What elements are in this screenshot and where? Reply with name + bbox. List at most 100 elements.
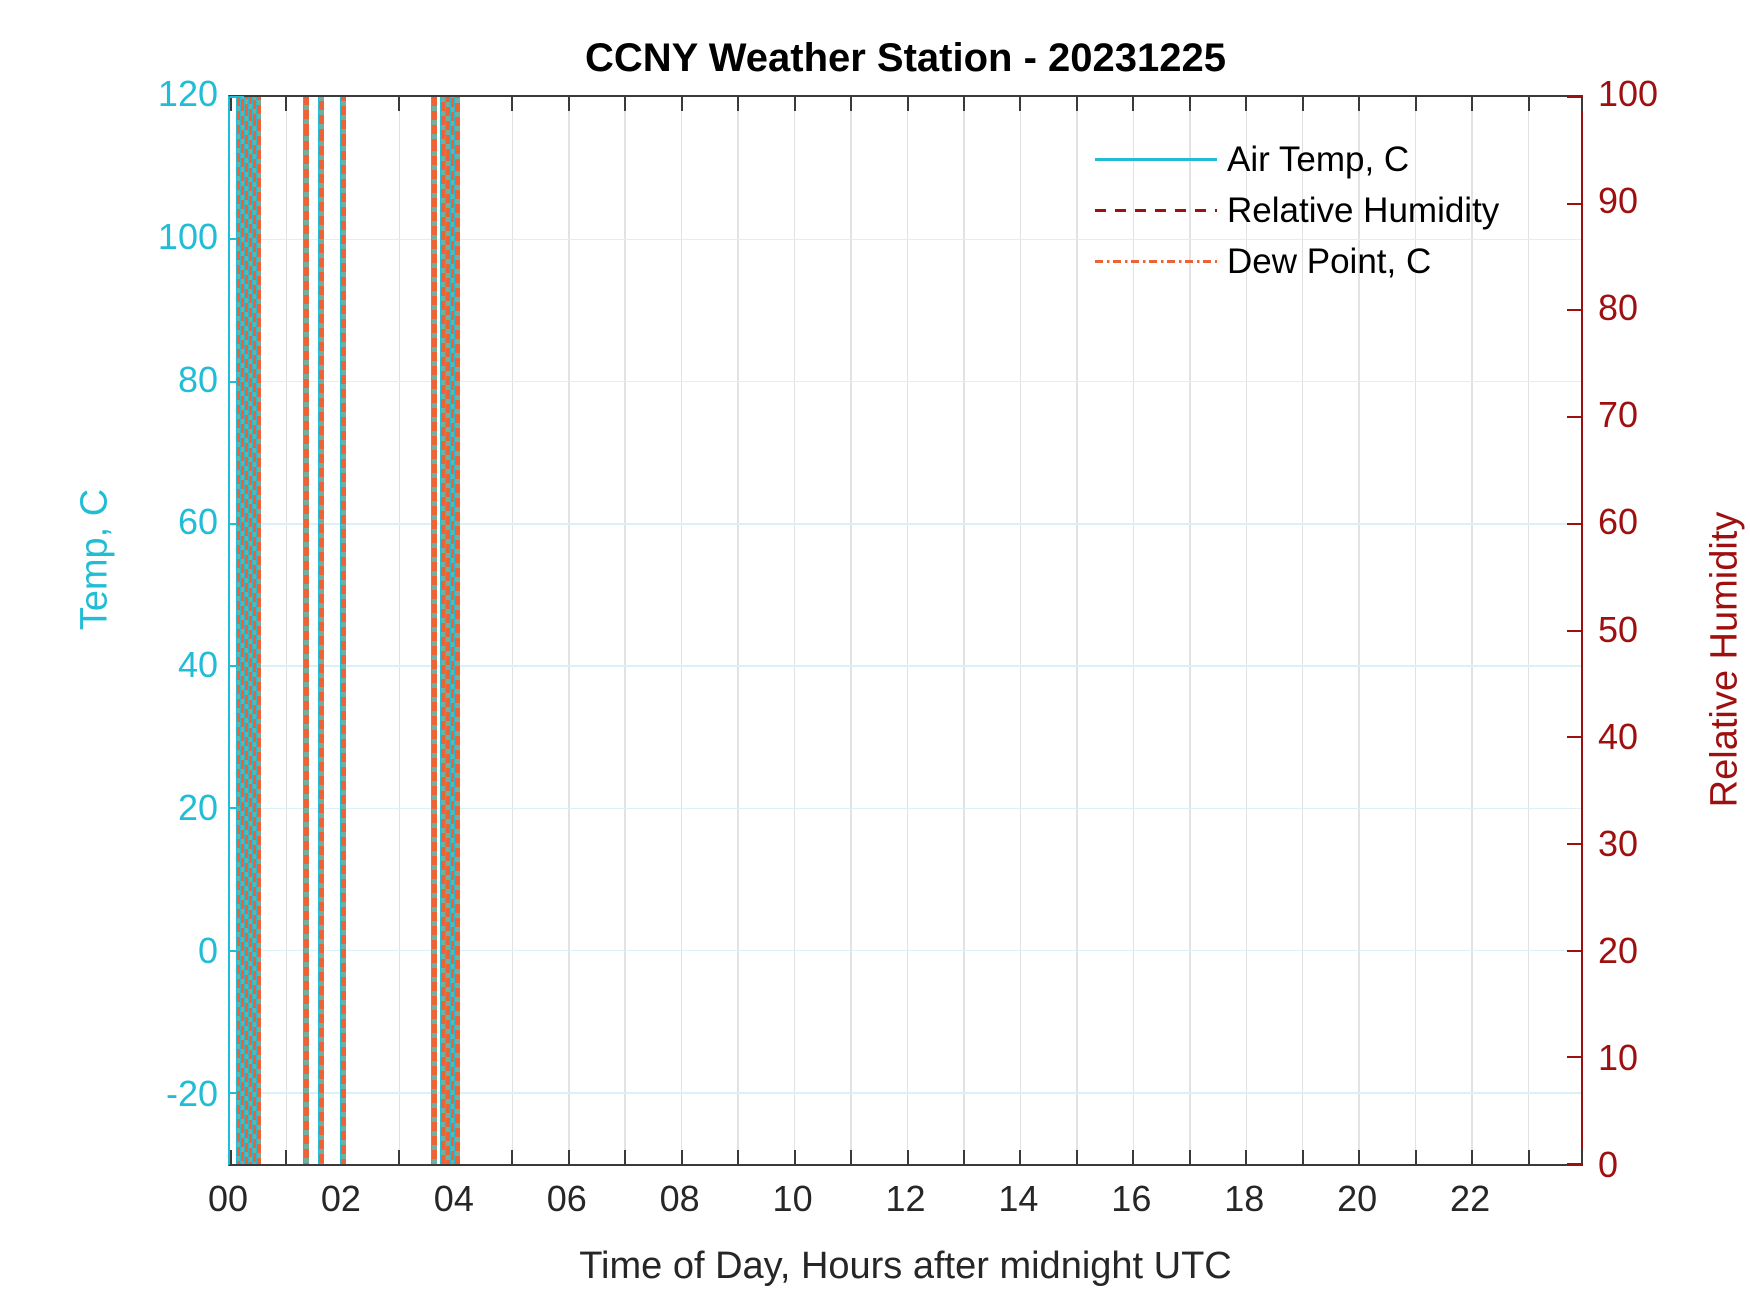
x-tick-label: 14 — [998, 1178, 1039, 1219]
y-tick-label-left: 0 — [197, 929, 218, 971]
x-gridline — [568, 97, 570, 1164]
legend-entry: Relative Humidity — [1095, 185, 1499, 236]
x-tick-bottom — [850, 1150, 853, 1164]
x-tick-top — [1188, 97, 1191, 111]
x-tick-label: 08 — [659, 1178, 700, 1219]
x-tick-top — [1471, 97, 1474, 111]
x-gridline — [398, 97, 401, 1164]
x-gridline — [680, 97, 683, 1164]
chart-title: CCNY Weather Station - 20231225 — [585, 36, 1226, 80]
x-tick-bottom — [624, 1150, 627, 1164]
x-tick-bottom — [1188, 1150, 1191, 1164]
x-tick-top — [285, 97, 288, 111]
x-tick-top — [1245, 97, 1248, 111]
x-gridline — [624, 97, 626, 1164]
y-tick-label-right: 70 — [1598, 394, 1639, 436]
x-tick-top — [230, 97, 232, 111]
data-vertical-line — [243, 97, 250, 1164]
data-vertical-line — [251, 97, 258, 1164]
y-tick-label-right: 10 — [1598, 1036, 1639, 1078]
y-tick-right — [1567, 96, 1581, 98]
x-tick-bottom — [906, 1150, 909, 1164]
legend-line-sample-dashed — [1095, 208, 1217, 213]
legend-line-sample-solid — [1095, 157, 1217, 162]
x-axis-label: Time of Day, Hours after midnight UTC — [579, 1245, 1232, 1287]
x-tick-bottom — [1414, 1150, 1417, 1164]
data-vertical-line — [445, 97, 451, 1164]
x-tick-bottom — [737, 1150, 740, 1164]
x-tick-top — [906, 97, 909, 111]
y-gridline — [230, 807, 1581, 810]
plot-area — [228, 95, 1583, 1166]
x-tick-bottom — [1075, 1150, 1078, 1164]
x-gridline — [1132, 97, 1135, 1164]
x-tick-top — [398, 97, 401, 111]
x-gridline — [285, 97, 288, 1164]
x-tick-bottom — [1358, 1150, 1361, 1164]
x-gridline — [1245, 97, 1247, 1164]
y-tick-right — [1567, 202, 1581, 205]
y-tick-label-right: 90 — [1598, 180, 1639, 222]
x-gridline — [511, 97, 514, 1164]
x-tick-label: 16 — [1111, 1178, 1152, 1219]
x-tick-bottom — [511, 1150, 514, 1164]
data-vertical-line — [235, 97, 242, 1164]
x-tick-top — [737, 97, 740, 111]
y-tick-label-left: -20 — [165, 1072, 218, 1114]
x-tick-bottom — [793, 1150, 796, 1164]
data-vertical-line — [247, 97, 254, 1164]
y-gridline — [230, 949, 1581, 952]
x-gridline — [737, 97, 739, 1164]
y-gridline — [230, 380, 1581, 383]
x-tick-top — [1414, 97, 1417, 111]
x-tick-bottom — [1581, 1150, 1583, 1164]
data-vertical-line — [255, 97, 262, 1164]
y-tick-label-left: 120 — [157, 73, 218, 114]
x-tick-top — [962, 97, 965, 111]
x-gridline — [906, 97, 909, 1164]
y-tick-right — [1567, 522, 1581, 525]
legend: Air Temp, C Relative Humidity Dew Point, C — [1095, 134, 1499, 287]
y-tick-label-right: 80 — [1598, 287, 1639, 329]
x-tick-bottom — [1527, 1150, 1530, 1164]
y-tick-label-right: 100 — [1598, 73, 1659, 114]
y-tick-label-right: 60 — [1598, 501, 1639, 543]
y-tick-label-left: 80 — [177, 358, 218, 400]
data-vertical-line — [431, 97, 437, 1164]
data-vertical-line — [454, 97, 460, 1164]
data-vertical-line — [340, 97, 346, 1164]
y-tick-right — [1567, 1056, 1581, 1059]
x-tick-top — [1075, 97, 1078, 111]
y-tick-right — [1567, 1163, 1581, 1165]
data-vertical-line — [440, 97, 446, 1164]
x-tick-top — [680, 97, 683, 111]
y-gridline — [230, 238, 1581, 241]
legend-label: Air Temp, C — [1227, 139, 1410, 179]
x-tick-top — [850, 97, 853, 111]
x-tick-top — [1527, 97, 1530, 111]
x-tick-bottom — [567, 1150, 570, 1164]
x-tick-bottom — [962, 1150, 965, 1164]
x-tick-label: 18 — [1224, 1178, 1265, 1219]
x-tick-top — [1019, 97, 1022, 111]
y-tick-right — [1567, 416, 1581, 419]
x-tick-label: 04 — [433, 1178, 474, 1219]
x-tick-top — [1301, 97, 1304, 111]
x-gridline — [850, 97, 852, 1164]
y-tick-right — [1567, 842, 1581, 845]
x-tick-label: 22 — [1450, 1178, 1491, 1219]
y-tick-right — [1567, 629, 1581, 632]
x-tick-top — [624, 97, 627, 111]
x-tick-label: 20 — [1337, 1178, 1378, 1219]
legend-label: Dew Point, C — [1227, 241, 1432, 281]
x-tick-bottom — [1019, 1150, 1022, 1164]
x-gridline — [1471, 97, 1473, 1164]
x-tick-bottom — [1132, 1150, 1135, 1164]
data-vertical-line — [303, 97, 309, 1164]
x-tick-top — [567, 97, 570, 111]
x-gridline — [1358, 97, 1360, 1164]
x-tick-bottom — [1301, 1150, 1304, 1164]
x-gridline — [1527, 97, 1530, 1164]
y-tick-label-right: 0 — [1598, 1144, 1619, 1185]
